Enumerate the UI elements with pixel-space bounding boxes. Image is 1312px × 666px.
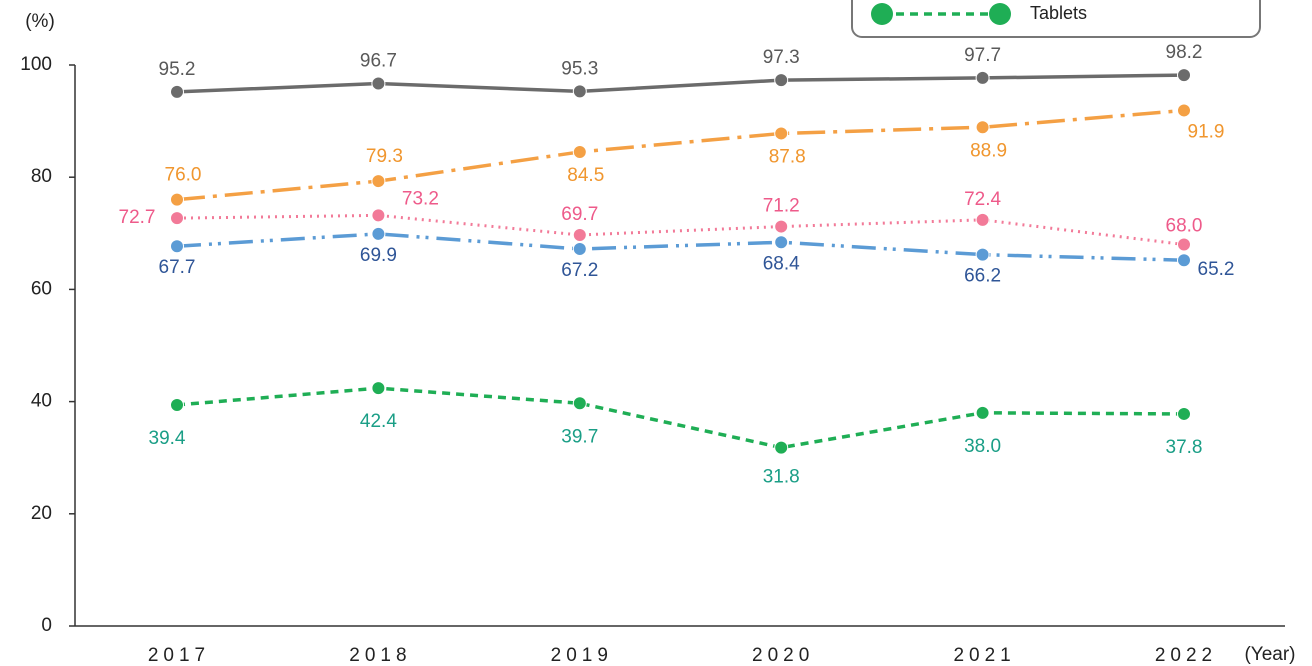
data-point xyxy=(1177,406,1191,421)
data-label: 67.7 xyxy=(159,257,196,278)
x-tick-label: 2022 xyxy=(1155,645,1217,666)
legend-label: Tablets xyxy=(1030,3,1087,23)
y-axis-label: (%) xyxy=(25,11,55,32)
x-tick-label: 2019 xyxy=(551,645,613,666)
y-tick-label: 40 xyxy=(31,391,52,412)
series-line xyxy=(176,73,1185,94)
y-tick-label: 100 xyxy=(20,54,52,75)
data-point xyxy=(371,226,386,241)
data-label: 68.0 xyxy=(1166,216,1203,237)
legend: Tablets xyxy=(851,0,1261,38)
data-label: 71.2 xyxy=(763,196,800,217)
x-tick-label: 2018 xyxy=(349,645,411,666)
data-label: 72.4 xyxy=(964,189,1001,210)
data-point xyxy=(975,70,990,85)
data-point xyxy=(572,242,587,257)
data-label: 84.5 xyxy=(567,165,604,186)
data-label: 97.3 xyxy=(763,47,800,68)
data-point xyxy=(975,120,990,135)
y-tick-label: 0 xyxy=(41,615,52,636)
series-line xyxy=(176,108,1185,202)
x-axis-label: (Year) xyxy=(1244,644,1295,665)
data-point xyxy=(1177,68,1191,83)
data-point xyxy=(774,73,789,88)
data-point xyxy=(774,440,789,455)
data-label: 68.4 xyxy=(763,253,800,274)
data-label: 66.2 xyxy=(964,266,1001,287)
data-label: 42.4 xyxy=(360,411,397,432)
y-tick-label: 80 xyxy=(31,166,52,187)
series-line xyxy=(176,213,1185,247)
series-line xyxy=(176,386,1185,450)
data-point xyxy=(170,397,184,412)
data-point xyxy=(170,192,184,207)
data-point xyxy=(774,126,789,141)
data-point xyxy=(774,219,789,234)
series-line xyxy=(176,232,1185,262)
data-label: 65.2 xyxy=(1198,259,1235,280)
data-point xyxy=(572,227,587,242)
data-label: 73.2 xyxy=(402,188,439,209)
data-point xyxy=(1177,237,1191,252)
data-label: 79.3 xyxy=(366,146,403,167)
data-point xyxy=(371,174,386,189)
data-point xyxy=(572,396,587,411)
data-point xyxy=(975,405,990,420)
data-label: 98.2 xyxy=(1166,42,1203,63)
data-label: 76.0 xyxy=(165,165,202,186)
data-point xyxy=(371,76,386,91)
data-point xyxy=(371,208,386,223)
data-label: 87.8 xyxy=(769,146,806,167)
data-point xyxy=(975,212,990,227)
legend-marker xyxy=(989,3,1011,25)
x-tick-label: 2020 xyxy=(752,645,814,666)
data-point xyxy=(774,235,789,250)
data-label: 97.7 xyxy=(964,45,1001,66)
data-point xyxy=(170,211,184,226)
data-label: 69.7 xyxy=(561,204,598,225)
data-point xyxy=(572,84,587,99)
data-point xyxy=(170,239,184,254)
legend-box xyxy=(851,0,1261,38)
data-point xyxy=(572,144,587,159)
data-point xyxy=(1177,103,1191,118)
data-label: 39.4 xyxy=(149,428,186,449)
data-point xyxy=(371,381,386,396)
y-tick-label: 60 xyxy=(31,278,52,299)
data-label: 39.7 xyxy=(561,426,598,447)
data-point xyxy=(170,84,184,99)
data-label: 95.3 xyxy=(561,58,598,79)
x-tick-label: 2021 xyxy=(953,645,1015,666)
data-label: 88.9 xyxy=(970,140,1007,161)
data-label: 95.2 xyxy=(159,59,196,80)
data-label: 31.8 xyxy=(763,467,800,488)
x-tick-label: 2017 xyxy=(148,645,210,666)
data-label: 91.9 xyxy=(1188,121,1225,142)
data-label: 67.2 xyxy=(561,260,598,281)
data-label: 96.7 xyxy=(360,51,397,72)
data-point xyxy=(1177,253,1191,268)
data-label: 72.7 xyxy=(119,207,156,228)
data-label: 37.8 xyxy=(1166,437,1203,458)
y-tick-label: 20 xyxy=(31,503,52,524)
legend-marker xyxy=(871,3,893,25)
data-point xyxy=(975,247,990,262)
data-label: 69.9 xyxy=(360,245,397,266)
data-label: 38.0 xyxy=(964,436,1001,457)
